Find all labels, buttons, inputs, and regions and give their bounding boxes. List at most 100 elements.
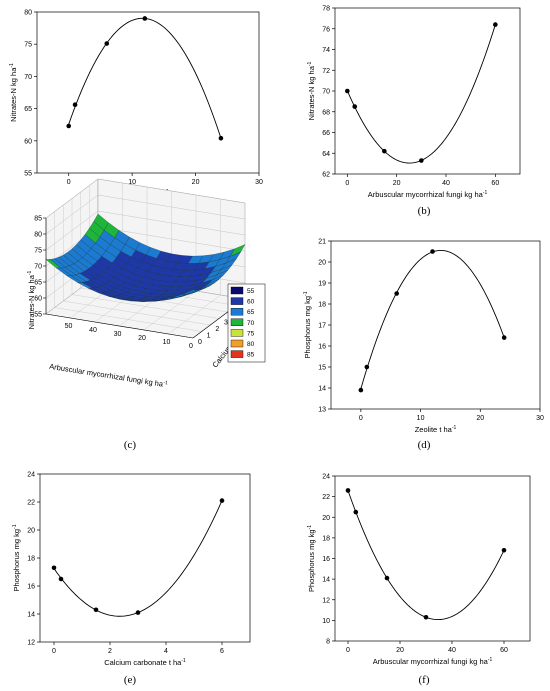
y-tick-label: 18 <box>27 556 35 563</box>
amf-tick-label: 20 <box>138 335 146 342</box>
data-point <box>430 249 435 254</box>
surface-legend: 55 60 65 70 75 80 85 <box>227 283 266 363</box>
legend-label: 75 <box>247 330 255 337</box>
data-point <box>364 364 370 370</box>
y-tick-label: 64 <box>322 151 330 158</box>
legend-label: 80 <box>247 341 255 348</box>
x-tick-label: 0 <box>52 648 56 655</box>
amf-axis-line <box>45 313 194 339</box>
plot-frame <box>334 7 521 175</box>
y-axis-label: Phosphorus mg kg-1 <box>303 291 312 358</box>
chart-panel-d: 0 10 20 30 13 14 15 16 17 18 19 20 21 Zeolite t ha-1 P… <box>303 239 544 452</box>
y-tick-label: 70 <box>322 89 330 96</box>
x-tick-label: 2 <box>108 648 112 655</box>
y-tick-label: 76 <box>322 26 330 33</box>
z-tick-label: 85 <box>34 216 42 223</box>
y-tick-label: 10 <box>322 618 330 625</box>
x-tick-label: 30 <box>536 415 544 422</box>
legend-label: 70 <box>247 320 255 327</box>
data-point <box>58 576 64 582</box>
x-tick-label: 6 <box>220 648 224 655</box>
y-tick-label: 22 <box>322 494 330 501</box>
z-tick-label: 55 <box>34 312 42 319</box>
x-tick-label: 10 <box>417 415 425 422</box>
y-tick-label: 8 <box>326 639 330 646</box>
x-tick-label: 20 <box>393 180 401 187</box>
data-point <box>358 387 364 393</box>
x-tick-label: 0 <box>67 179 71 186</box>
x-tick-label: 30 <box>255 179 263 186</box>
x-tick-label: 60 <box>500 647 508 654</box>
panel-caption: (b) <box>418 205 431 217</box>
data-point <box>66 123 72 129</box>
caco3-tick-label: 2 <box>215 326 219 333</box>
x-tick-label: 40 <box>448 647 456 654</box>
amf-tick-label: 40 <box>89 327 97 334</box>
legend-swatch <box>230 308 244 316</box>
z-tick-label: 65 <box>34 280 42 287</box>
data-point <box>352 104 358 109</box>
x-tick-label: 4 <box>164 648 168 655</box>
legend-label: 60 <box>247 299 255 306</box>
z-axis-label: Nitrates-N kg ha-1 <box>27 270 36 329</box>
floor-grid-line <box>54 307 202 332</box>
y-tick-label: 16 <box>322 556 330 563</box>
data-point <box>493 22 498 27</box>
x-tick-label: 40 <box>442 180 450 187</box>
amf-tick-label: 0 <box>189 343 193 350</box>
fit-curve <box>347 490 505 621</box>
y-tick-label: 18 <box>322 535 330 542</box>
data-point <box>51 565 57 571</box>
legend-swatch <box>230 329 244 337</box>
z-tick-label: 70 <box>34 264 42 271</box>
data-point <box>423 614 429 620</box>
y-tick-label: 19 <box>318 281 326 288</box>
y-axis-label: Nitrates-N kg ha-1 <box>307 61 316 120</box>
floor-grid-line <box>71 294 220 319</box>
fit-curve <box>360 249 505 389</box>
data-point <box>353 509 359 515</box>
data-point <box>501 335 507 340</box>
z-tick-label: 75 <box>34 248 42 255</box>
y-tick-label: 14 <box>27 612 35 619</box>
data-point <box>384 575 390 581</box>
z-tick-label: 60 <box>34 296 42 303</box>
y-tick-label: 75 <box>24 42 32 49</box>
y-tick-label: 22 <box>27 500 35 507</box>
y-tick-label: 78 <box>322 6 330 13</box>
y-tick-label: 16 <box>27 584 35 591</box>
y-axis-label: Phosphorus mg kg-1 <box>12 524 21 591</box>
surface-facet <box>182 289 198 295</box>
x-tick-label: 20 <box>396 647 404 654</box>
fit-curve <box>68 17 222 139</box>
data-point <box>135 610 141 615</box>
x-axis-label: Calcium carbonate t ha-1 <box>104 658 186 667</box>
x-axis-label: Arbuscular mycorrhizal fungi kg ha-1 <box>373 657 493 666</box>
y-tick-label: 18 <box>318 302 326 309</box>
y-tick-label: 66 <box>322 130 330 137</box>
legend-swatch <box>230 318 244 326</box>
x-tick-label: 20 <box>192 179 200 186</box>
x-tick-label: 0 <box>345 180 349 187</box>
y-tick-label: 20 <box>27 528 35 535</box>
y-tick-label: 60 <box>24 138 32 145</box>
caco3-tick-label: 0 <box>198 339 202 346</box>
y-tick-label: 13 <box>318 407 326 414</box>
y-tick-label: 70 <box>24 74 32 81</box>
data-point <box>501 547 507 553</box>
x-axis-label: Arbuscular mycorrhizal fungi kg ha-1 <box>368 190 488 199</box>
chart-panel-b: 0 20 40 60 62 64 66 68 70 72 74 76 78 Arbuscular myco… <box>307 6 521 217</box>
x-tick-label: 0 <box>346 647 350 654</box>
y-tick-label: 17 <box>318 323 326 330</box>
y-tick-label: 12 <box>27 640 35 647</box>
y-axis-label: Nitrates-N kg ha-1 <box>9 63 18 122</box>
amf-axis-label: Arbuscular mycorrhizal fungi kg ha-1 <box>49 362 169 390</box>
x-tick-label: 60 <box>491 180 499 187</box>
z-tick-label: 80 <box>34 232 42 239</box>
legend-swatch <box>230 297 244 305</box>
y-tick-label: 14 <box>318 386 326 393</box>
amf-tick-label: 10 <box>163 339 171 346</box>
data-point <box>104 41 110 46</box>
plot-frame <box>39 473 251 643</box>
